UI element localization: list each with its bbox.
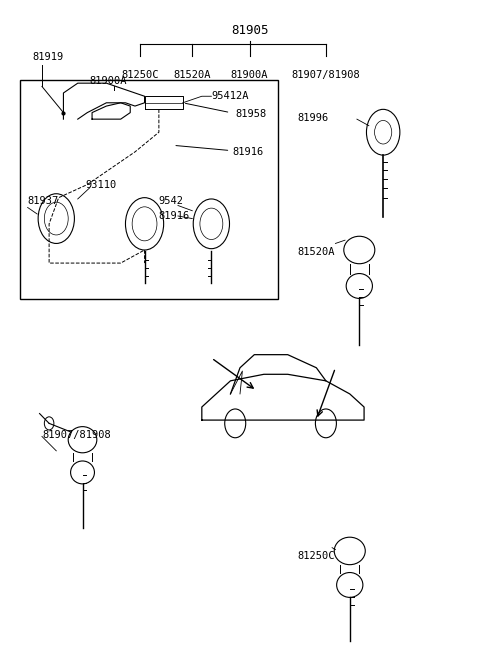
Text: 81916: 81916 bbox=[233, 147, 264, 157]
Bar bbox=[21, 80, 278, 299]
Text: 81907/81908: 81907/81908 bbox=[42, 430, 111, 440]
Text: 81919: 81919 bbox=[33, 52, 64, 62]
Text: 81900A: 81900A bbox=[90, 76, 127, 86]
Text: 81996: 81996 bbox=[297, 112, 328, 123]
Text: 81250C: 81250C bbox=[297, 551, 335, 561]
Text: 81900A: 81900A bbox=[231, 70, 268, 80]
Text: 81937: 81937 bbox=[28, 196, 59, 206]
Text: 81958: 81958 bbox=[235, 109, 266, 119]
Text: 81250C: 81250C bbox=[121, 70, 158, 80]
Text: 93110: 93110 bbox=[85, 179, 116, 190]
Text: 81520A: 81520A bbox=[297, 247, 335, 257]
Text: 9542: 9542 bbox=[159, 196, 184, 206]
Text: 81907/81908: 81907/81908 bbox=[291, 70, 360, 80]
Text: 95412A: 95412A bbox=[211, 91, 249, 101]
Text: 81520A: 81520A bbox=[174, 70, 211, 80]
Text: 81916: 81916 bbox=[159, 211, 190, 221]
Text: 81905: 81905 bbox=[231, 24, 268, 37]
